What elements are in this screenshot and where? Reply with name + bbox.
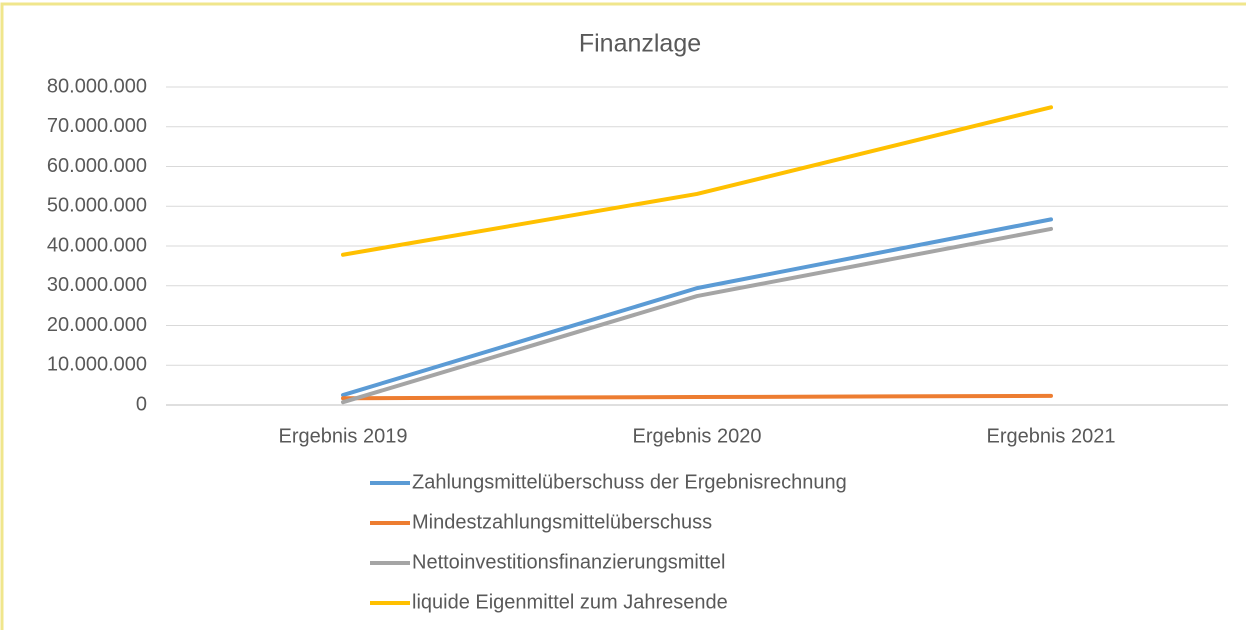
series-line (341, 217, 1053, 398)
y-tick-label: 0 (136, 393, 147, 415)
x-tick-label: Ergebnis 2019 (279, 425, 408, 447)
y-tick-label: 80.000.000 (47, 75, 147, 97)
series-line (341, 393, 1053, 401)
y-tick-label: 10.000.000 (47, 354, 147, 376)
legend-label: Mindestzahlungsmittelüberschuss (412, 511, 712, 533)
y-tick-label: 20.000.000 (47, 314, 147, 336)
x-tick-label: Ergebnis 2021 (987, 425, 1116, 447)
y-tick-label: 70.000.000 (47, 115, 147, 137)
legend-label: Nettoinvestitionsfinanzierungsmittel (412, 551, 726, 573)
series-line (341, 105, 1053, 257)
y-tick-label: 30.000.000 (47, 274, 147, 296)
legend-label: Zahlungsmittelüberschuss der Ergebnisrec… (412, 471, 847, 493)
x-tick-label: Ergebnis 2020 (633, 425, 762, 447)
series-line (341, 226, 1053, 405)
legend-label: liquide Eigenmittel zum Jahresende (412, 591, 728, 613)
y-tick-label: 50.000.000 (47, 195, 147, 217)
y-tick-label: 40.000.000 (47, 234, 147, 256)
chart-title: Finanzlage (579, 30, 701, 58)
y-tick-label: 60.000.000 (47, 155, 147, 177)
